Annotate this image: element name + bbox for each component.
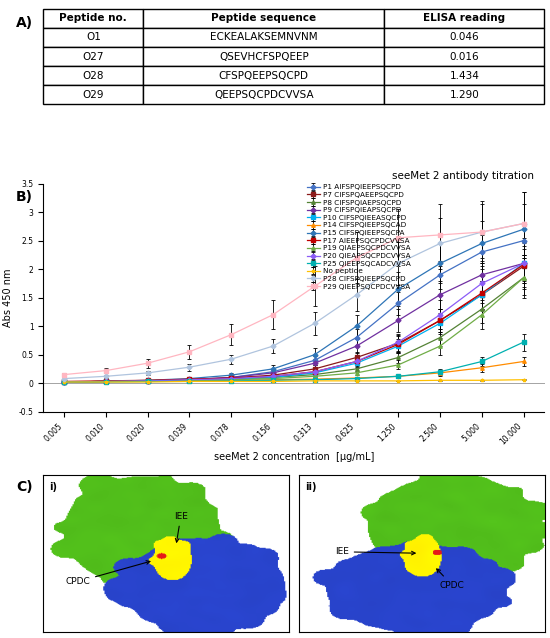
Text: C): C) (16, 480, 32, 494)
Text: IEE: IEE (174, 512, 188, 542)
Text: A): A) (16, 15, 33, 29)
Text: seeMet 2 antibody titration: seeMet 2 antibody titration (393, 172, 535, 181)
X-axis label: seeMet 2 concentration  [μg/mL]: seeMet 2 concentration [μg/mL] (214, 452, 374, 462)
Text: ii): ii) (305, 482, 316, 492)
Text: B): B) (16, 190, 33, 204)
Text: CPDC: CPDC (437, 569, 465, 590)
Text: i): i) (50, 482, 57, 492)
Text: IEE: IEE (335, 547, 415, 556)
Y-axis label: Abs 450 nm: Abs 450 nm (3, 269, 13, 327)
Legend: P1 AIFSPQIEEPSQCPD, P7 CIFSPQAEEPSQCPD, P8 CIFSPQIAEPSQCPD, P9 CIFSPQIEAPSQCPD, : P1 AIFSPQIEEPSQCPD, P7 CIFSPQAEEPSQCPD, … (304, 181, 414, 293)
Text: CPDC: CPDC (65, 561, 150, 586)
